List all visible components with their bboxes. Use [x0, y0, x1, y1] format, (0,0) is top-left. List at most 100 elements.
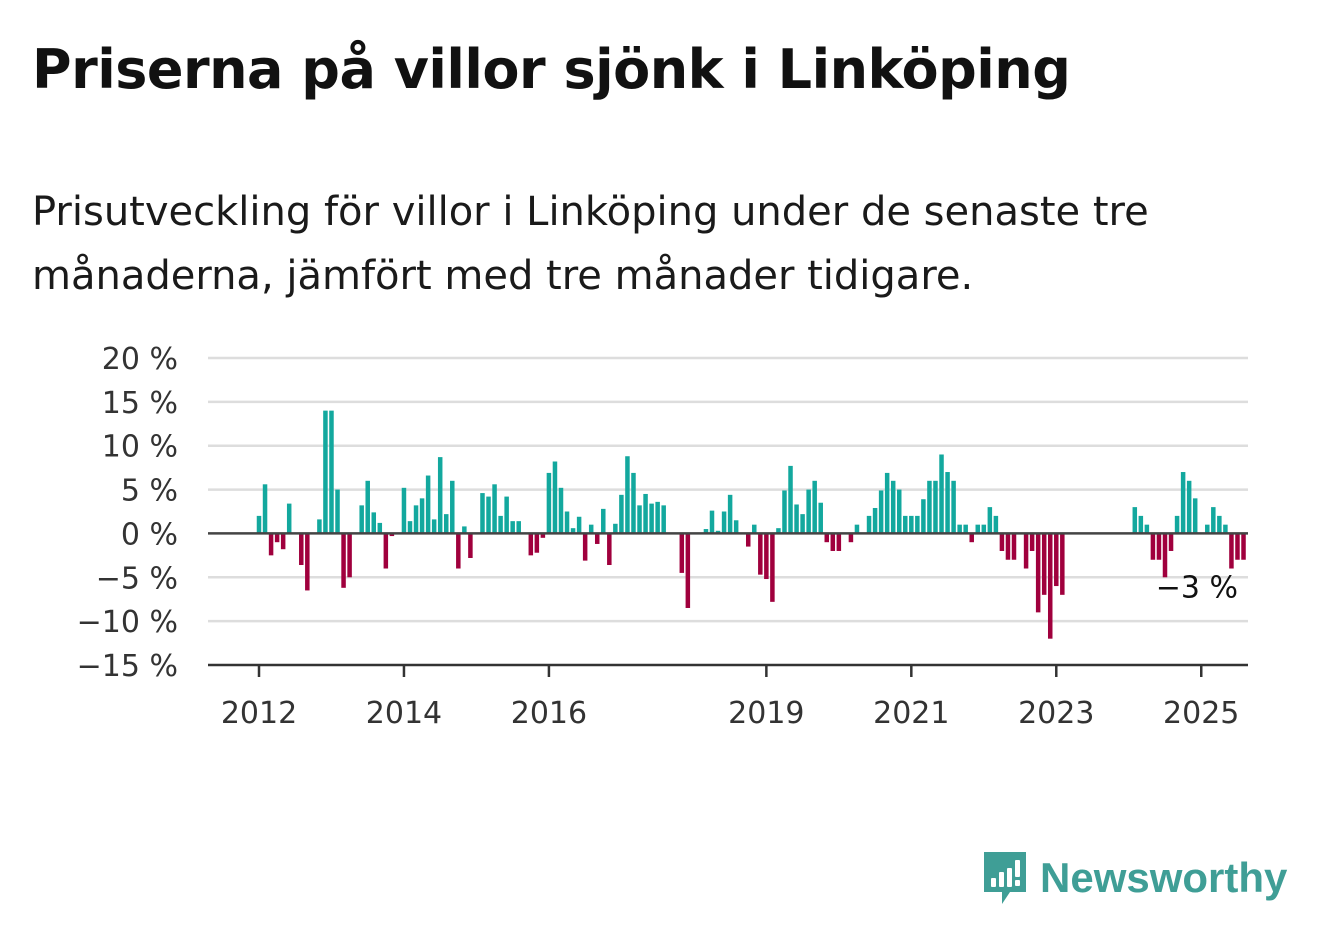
bar: [890, 480, 896, 534]
bar: [872, 507, 878, 534]
bar: [727, 494, 733, 534]
bar: [570, 528, 576, 534]
bar: [498, 515, 503, 534]
bar: [1150, 533, 1156, 560]
bar: [1192, 498, 1198, 534]
bar: [848, 533, 854, 543]
bar: [607, 533, 612, 566]
bar: [788, 465, 793, 534]
bar: [824, 533, 830, 543]
bar: [921, 499, 926, 534]
bar: [703, 529, 709, 534]
bar: [679, 533, 685, 573]
bar: [1241, 533, 1246, 560]
bar: [830, 533, 836, 551]
bar: [443, 514, 449, 534]
bar: [552, 461, 558, 534]
bar: [1060, 533, 1065, 595]
bar: [776, 528, 781, 534]
bar: [721, 511, 727, 534]
bar: [939, 454, 944, 534]
bar: [516, 521, 521, 534]
bar: [613, 523, 618, 534]
bar: [981, 524, 987, 534]
x-tick-label: 2012: [221, 696, 297, 731]
bar: [715, 530, 721, 534]
bar: [317, 519, 322, 534]
bar: [903, 515, 908, 534]
bar: [286, 503, 292, 534]
bar: [558, 487, 564, 534]
bar: [1035, 533, 1041, 613]
bar: [1180, 472, 1186, 534]
bar: [540, 533, 546, 538]
bar: [957, 524, 962, 534]
bar: [1029, 533, 1035, 551]
bar: [1186, 480, 1192, 534]
bar: [933, 480, 938, 534]
bar: [1054, 533, 1059, 587]
bar: [661, 505, 666, 534]
bar: [1217, 515, 1222, 534]
bar: [1174, 515, 1180, 534]
y-tick-label: −15 %: [77, 649, 178, 684]
bar: [601, 508, 606, 534]
bar: [588, 524, 594, 534]
bar: [975, 524, 981, 534]
bar: [1041, 533, 1047, 595]
bar: [1156, 533, 1162, 560]
bar: [655, 501, 660, 534]
bar: [1205, 524, 1210, 534]
bar: [927, 480, 932, 534]
bar: [492, 484, 497, 534]
bar: [401, 487, 407, 534]
logo-bars-icon: [984, 852, 1026, 904]
bar: [643, 493, 648, 534]
bar: [280, 533, 286, 550]
bar: [341, 533, 346, 588]
bar: [909, 515, 914, 534]
bar: [637, 505, 642, 534]
bar: [993, 515, 999, 534]
bar: [582, 533, 588, 561]
y-tick-label: −5 %: [96, 561, 178, 596]
bar: [745, 533, 751, 547]
bar: [329, 410, 334, 534]
bar: [836, 533, 842, 551]
bar: [425, 475, 431, 534]
bar: [1144, 524, 1150, 534]
bar: [794, 504, 799, 534]
bar: [963, 524, 968, 534]
bar: [371, 512, 377, 534]
bar: [456, 533, 461, 569]
bar: [945, 472, 950, 534]
bar: [335, 489, 340, 534]
bar: [782, 490, 787, 534]
x-tick-label: 2023: [1018, 696, 1094, 731]
bar: [407, 521, 413, 534]
axes: [208, 532, 1248, 677]
x-tick-label: 2025: [1163, 696, 1239, 731]
bar-chart: 20 % 15 % 10 % 5 % 0 % −5 % −10 % −15 % 2012 2014…: [77, 342, 1248, 731]
bar: [365, 480, 370, 534]
y-tick-label: 10 %: [102, 430, 178, 465]
x-tick-label: 2014: [366, 696, 442, 731]
bar: [437, 457, 443, 534]
bar: [534, 533, 540, 553]
x-tick-label: 2016: [511, 696, 587, 731]
y-tick-label: 20 %: [102, 342, 178, 377]
bar: [1168, 533, 1174, 551]
bar: [268, 533, 274, 556]
y-tick-label: −10 %: [77, 605, 178, 640]
bar: [866, 515, 872, 534]
bar: [685, 533, 691, 608]
bar: [884, 472, 890, 534]
bar: [806, 489, 811, 534]
newsworthy-logo: Newsworthy: [980, 848, 1287, 908]
bar: [576, 516, 582, 534]
bar: [383, 533, 389, 569]
grid-lines: [208, 356, 1248, 623]
bar: [625, 456, 630, 534]
bar: [419, 498, 425, 534]
bar: [1047, 533, 1053, 639]
